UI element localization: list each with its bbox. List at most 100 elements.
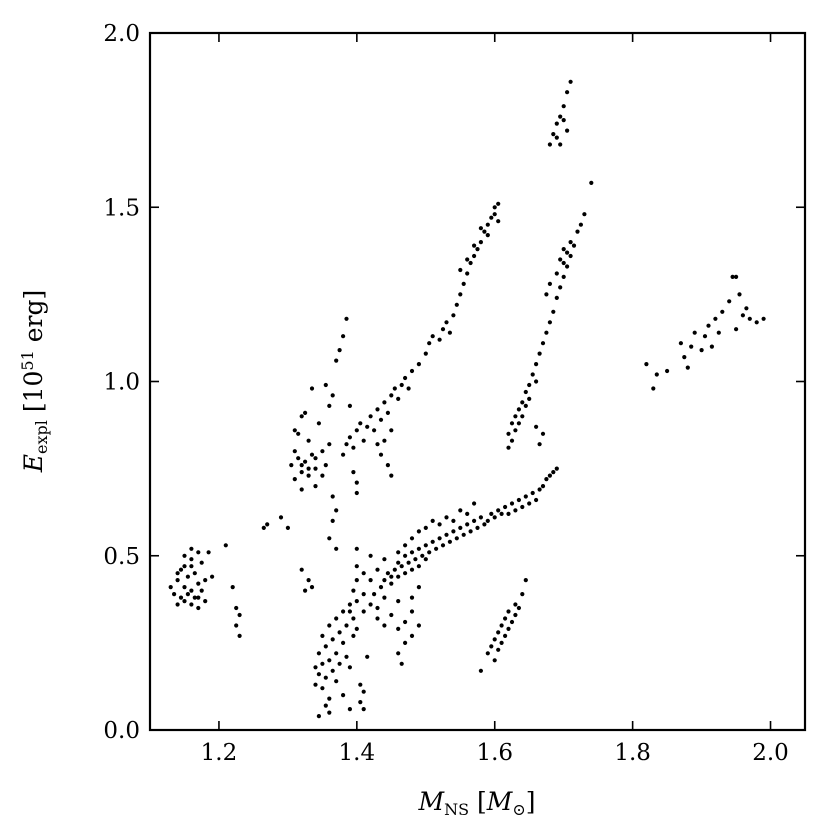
data-point	[496, 201, 501, 206]
data-point	[382, 623, 387, 628]
y-tick-label: 2.0	[103, 21, 140, 47]
data-point	[344, 654, 349, 659]
data-point	[430, 518, 435, 524]
data-point	[423, 557, 428, 562]
data-point	[299, 463, 304, 468]
data-point	[406, 560, 411, 565]
data-point	[472, 501, 477, 506]
data-point	[230, 585, 235, 590]
data-point	[458, 292, 463, 297]
data-point	[341, 693, 346, 698]
data-point	[368, 578, 373, 583]
data-point	[754, 320, 759, 325]
data-point	[382, 438, 387, 443]
data-point	[496, 647, 501, 652]
data-point	[313, 682, 318, 687]
data-point	[716, 330, 721, 335]
data-point	[396, 396, 401, 401]
data-point	[320, 633, 325, 639]
data-point	[747, 316, 752, 321]
data-point	[503, 504, 508, 510]
data-point	[327, 696, 332, 701]
data-point	[199, 588, 204, 593]
y-tick-label: 1.5	[103, 195, 140, 221]
data-point	[378, 452, 384, 457]
data-point	[192, 571, 197, 576]
data-point	[509, 438, 515, 443]
data-point	[306, 473, 311, 478]
data-point	[175, 571, 180, 576]
data-point	[351, 616, 356, 621]
data-point	[744, 306, 749, 311]
data-point	[327, 403, 332, 408]
data-point	[440, 543, 446, 548]
data-point	[354, 578, 359, 583]
data-point	[296, 431, 301, 436]
data-point	[365, 424, 370, 429]
data-point	[582, 212, 587, 217]
data-point	[351, 470, 356, 475]
data-point	[523, 578, 528, 583]
data-point	[540, 484, 546, 489]
data-point	[516, 421, 522, 426]
data-point	[416, 546, 421, 551]
data-point	[196, 595, 201, 600]
data-point	[237, 612, 242, 618]
data-point	[527, 501, 532, 506]
data-point	[516, 497, 522, 503]
data-point	[196, 605, 201, 611]
data-point	[509, 421, 515, 426]
data-point	[554, 271, 559, 276]
data-point	[175, 578, 180, 583]
data-point	[423, 351, 428, 356]
data-point	[303, 410, 308, 415]
data-point	[678, 341, 684, 346]
data-point	[499, 640, 504, 646]
data-point	[182, 564, 187, 569]
data-point	[551, 309, 556, 314]
data-point	[447, 539, 452, 544]
data-point	[389, 473, 394, 478]
data-point	[485, 518, 490, 524]
data-point	[347, 403, 352, 408]
data-point	[361, 689, 366, 694]
data-point	[537, 442, 542, 447]
data-point	[416, 362, 421, 367]
data-point	[692, 330, 697, 335]
data-point	[292, 449, 297, 454]
data-point	[534, 497, 539, 503]
data-point	[554, 121, 559, 126]
x-tick-label: 2.0	[752, 740, 789, 766]
data-point	[330, 518, 335, 524]
data-point	[444, 515, 449, 520]
data-point	[492, 515, 497, 520]
data-point	[178, 567, 184, 572]
data-point	[689, 344, 694, 349]
data-point	[351, 588, 356, 593]
data-point	[313, 456, 318, 461]
data-point	[465, 522, 470, 527]
y-tick-label: 0.5	[103, 544, 140, 570]
data-point	[472, 518, 477, 524]
data-point	[399, 382, 404, 388]
data-point	[351, 633, 356, 639]
data-point	[527, 396, 532, 401]
data-point	[196, 550, 201, 555]
data-point	[503, 633, 508, 639]
data-point	[447, 330, 452, 335]
data-point	[354, 546, 359, 551]
data-point	[554, 135, 559, 140]
data-point	[341, 609, 346, 614]
data-point	[234, 605, 239, 611]
data-point	[523, 389, 528, 395]
data-point	[375, 616, 380, 621]
data-point	[347, 665, 352, 670]
data-point	[734, 327, 739, 332]
data-point	[354, 490, 359, 496]
data-point	[265, 522, 270, 527]
data-point	[378, 417, 384, 422]
data-point	[416, 529, 421, 534]
data-point	[454, 302, 459, 307]
data-point	[516, 605, 522, 611]
data-point	[385, 571, 390, 576]
